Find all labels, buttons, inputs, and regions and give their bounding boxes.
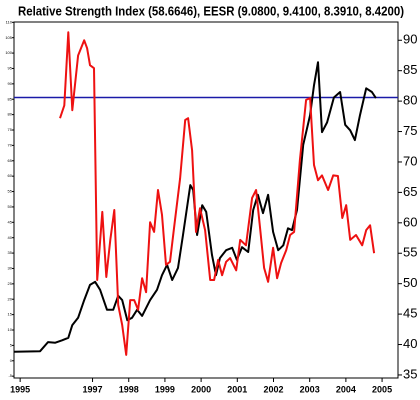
y2-tick-label: 100 [5, 50, 12, 55]
y-tick-label: 35 [403, 366, 417, 381]
y2-tick-label: 70 [8, 142, 13, 147]
y2-tick-label: 85 [8, 96, 13, 101]
y2-tick-label: 45 [8, 219, 13, 224]
y2-tick-label: 10 [8, 327, 13, 332]
y-tick-label: 70 [403, 153, 417, 168]
x-tick-label: 2000 [191, 384, 211, 394]
y2-tick-label: 80 [8, 112, 13, 117]
y-tick-label: 85 [403, 62, 417, 77]
y2-tick-label: 15 [8, 312, 13, 317]
y2-tick-label: 30 [8, 266, 13, 271]
y2-tick-label: 5 [10, 342, 13, 347]
y2-tick-label: 40 [8, 235, 13, 240]
series-line [13, 61, 377, 353]
y-tick-label: 50 [403, 275, 417, 290]
y2-tick-label: -5 [8, 373, 12, 378]
y-tick-label: 80 [403, 93, 417, 108]
x-tick-label: 2001 [227, 384, 247, 394]
y2-tick-label: 50 [8, 204, 13, 209]
y2-tick-label: 95 [8, 66, 13, 71]
plot-frame [13, 21, 399, 379]
series-line [59, 31, 376, 356]
x-tick-label: 1999 [155, 384, 175, 394]
y-tick-label: 45 [403, 306, 417, 321]
x-tick-label: 2003 [300, 384, 320, 394]
y2-tick-label: 90 [8, 81, 13, 86]
y2-tick-label: 0 [10, 358, 13, 363]
x-tick-label: 1995 [10, 384, 30, 394]
y2-tick-label: 55 [8, 189, 13, 194]
y2-tick-label: 25 [8, 281, 13, 286]
x-tick-label: 2002 [263, 384, 283, 394]
y-tick-label: 65 [403, 184, 417, 199]
x-tick-label: 2005 [372, 384, 392, 394]
x-tick-label: 1998 [119, 384, 139, 394]
y2-tick-label: 75 [8, 127, 13, 132]
x-tick-label: 1997 [83, 384, 103, 394]
y2-tick-label: 65 [8, 158, 13, 163]
y2-tick-label: 35 [8, 250, 13, 255]
y-tick-label: 55 [403, 245, 417, 260]
y-tick-label: 40 [403, 336, 417, 351]
y-tick-label: 90 [403, 32, 417, 47]
y-tick-label: 60 [403, 214, 417, 229]
y2-tick-label: 20 [8, 296, 13, 301]
y2-tick-label: 60 [8, 173, 13, 178]
y2-tick-label: 110 [6, 19, 13, 24]
y-tick-label: 75 [403, 123, 417, 138]
y2-tick-label: 105 [5, 35, 12, 40]
x-tick-label: 2004 [336, 384, 356, 394]
chart-title: Relative Strength Index (58.6646), EESR … [18, 3, 404, 18]
